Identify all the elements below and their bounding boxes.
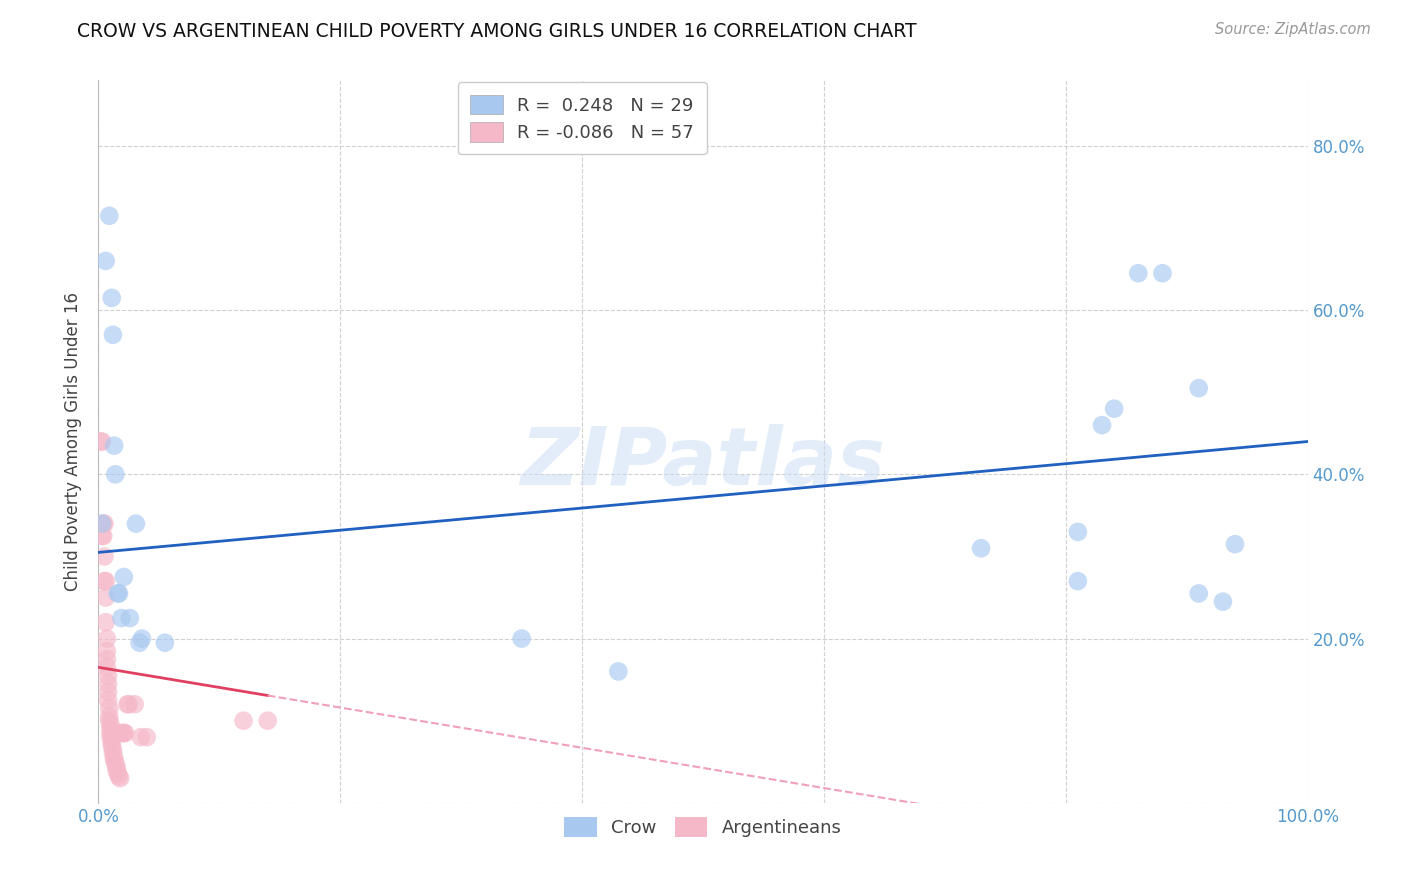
Point [1223,537,1246,551]
Point [112,726,135,740]
Legend: Crow, Argentineans: Crow, Argentineans [557,810,849,845]
Point [107,586,129,600]
Point [110,611,132,625]
Point [97,693,120,707]
Point [91,516,114,531]
Point [607,665,630,679]
Point [1188,381,1211,395]
Point [256,714,278,728]
Point [124,698,146,712]
Point [94,615,117,630]
Point [94,574,117,588]
Point [112,570,135,584]
Point [1067,574,1090,588]
Text: ZIPatlas: ZIPatlas [520,425,886,502]
Point [91,529,114,543]
Point [1067,524,1090,539]
Point [129,730,152,744]
Point [100,722,122,736]
Point [970,541,993,556]
Point [117,698,139,712]
Point [103,753,125,767]
Point [100,718,122,732]
Point [100,291,122,305]
Point [105,763,128,777]
Point [125,516,148,531]
Point [101,747,124,761]
Point [1212,594,1234,608]
Point [96,660,118,674]
Point [103,439,125,453]
Point [94,591,117,605]
Point [91,529,114,543]
Point [101,742,124,756]
Point [96,652,118,666]
Point [100,739,122,753]
Point [114,726,136,740]
Point [100,730,122,744]
Point [107,766,129,780]
Point [1188,586,1211,600]
Point [103,750,125,764]
Point [104,756,127,771]
Point [111,726,134,740]
Point [101,327,124,342]
Point [108,586,131,600]
Point [98,709,121,723]
Point [118,611,141,625]
Point [97,668,120,682]
Point [91,516,114,531]
Point [93,516,115,531]
Point [108,771,131,785]
Point [118,698,141,712]
Text: CROW VS ARGENTINEAN CHILD POVERTY AMONG GIRLS UNDER 16 CORRELATION CHART: CROW VS ARGENTINEAN CHILD POVERTY AMONG … [77,22,917,41]
Point [93,574,115,588]
Point [96,644,118,658]
Point [97,677,120,691]
Point [105,760,128,774]
Point [97,685,120,699]
Point [98,209,121,223]
Point [1102,401,1125,416]
Point [153,636,176,650]
Point [100,726,122,740]
Point [128,636,150,650]
Point [1152,266,1174,280]
Point [94,253,117,268]
Y-axis label: Child Poverty Among Girls Under 16: Child Poverty Among Girls Under 16 [65,292,83,591]
Point [98,701,121,715]
Point [90,434,112,449]
Point [510,632,533,646]
Point [104,467,127,482]
Text: Source: ZipAtlas.com: Source: ZipAtlas.com [1215,22,1371,37]
Point [100,734,122,748]
Point [131,632,153,646]
Point [108,770,131,784]
Point [135,730,157,744]
Point [110,726,132,740]
Point [93,549,115,564]
Point [1128,266,1150,280]
Point [91,434,114,449]
Point [1091,418,1114,433]
Point [232,714,254,728]
Point [96,632,118,646]
Point [98,714,121,728]
